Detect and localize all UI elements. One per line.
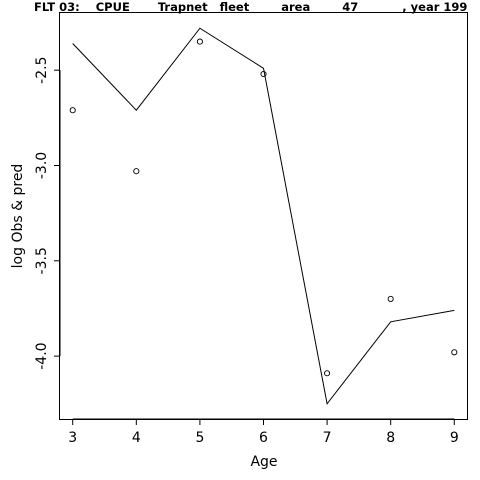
y-tick-label: -2.5 [34,57,50,84]
x-tick-label: 7 [323,430,332,446]
y-tick-label: -3.5 [34,247,50,274]
y-tick-label: -3.0 [34,152,50,179]
y-axis-title: log Obs & pred [10,164,26,269]
observed-point [387,295,394,302]
observed-point [260,70,267,78]
y-axis: -2.5 -3.0 -3.5 -4.0 [34,57,61,370]
series-layer [69,27,458,405]
observed-point [196,38,203,45]
x-tick-label: 6 [259,430,268,446]
x-axis-title: Age [250,454,277,470]
observed-point [324,370,331,377]
x-tick-label: 4 [132,430,141,446]
x-axis: 3 4 5 6 7 8 9 [68,418,459,446]
chart-title: FLT 03: CPUE Trapnet fleet area 47 , yea… [34,0,468,14]
observed-point [133,168,140,175]
x-tick-label: 3 [68,430,77,446]
observed-point [451,349,458,356]
x-tick-label: 5 [195,430,204,446]
x-tick-label: 9 [450,430,459,446]
x-tick-label: 8 [386,430,395,446]
observed-point [69,107,76,114]
plot-frame [59,12,468,420]
predicted-line [72,27,455,405]
y-tick-label: -4.0 [34,342,50,369]
